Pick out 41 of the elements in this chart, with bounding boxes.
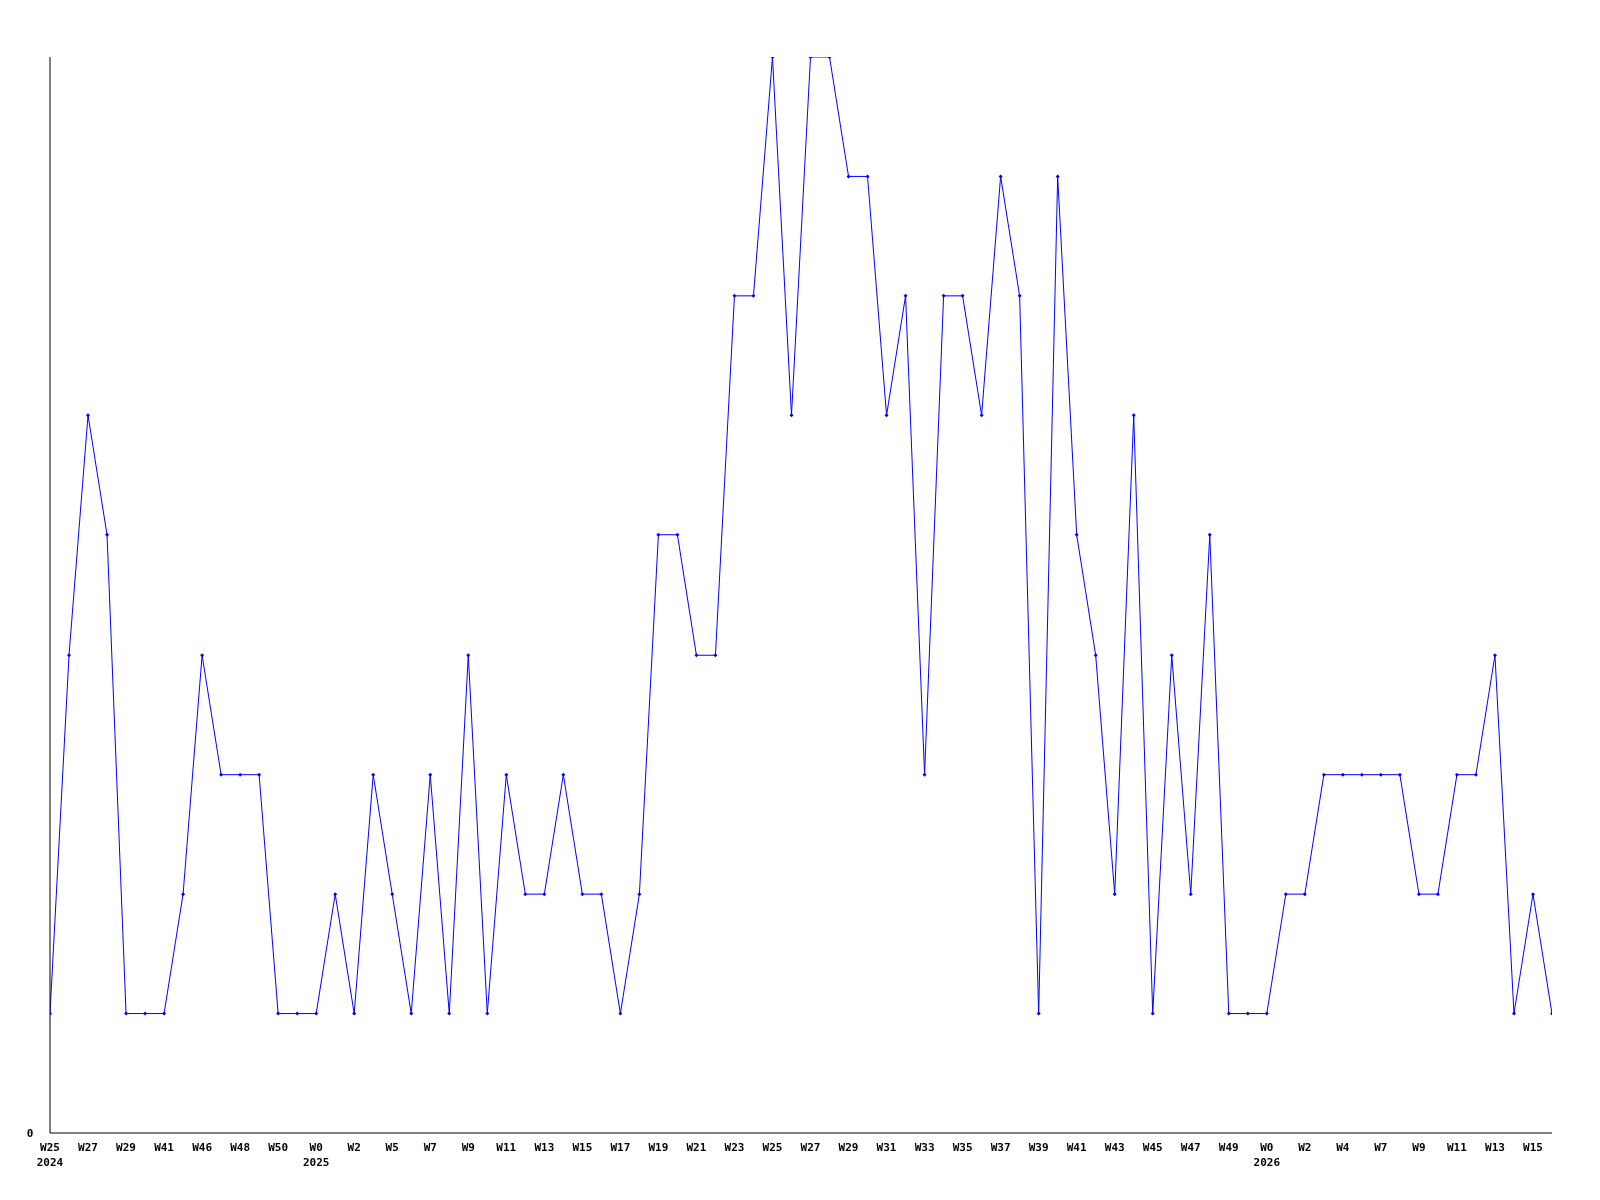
x-tick-label: W11 bbox=[1447, 1141, 1468, 1154]
x-tick-label: W45 bbox=[1142, 1141, 1163, 1154]
x-tick-label: W19 bbox=[648, 1141, 669, 1154]
x-tick-label: W4 bbox=[1336, 1141, 1350, 1154]
x-tick-label: W33 bbox=[914, 1141, 935, 1154]
x-tick-label: W21 bbox=[686, 1141, 707, 1154]
x-tick-label: W41 bbox=[1066, 1141, 1087, 1154]
x-tick-label: W13 bbox=[534, 1141, 555, 1154]
x-tick-label: W11 bbox=[496, 1141, 517, 1154]
x-tick-label: W17 bbox=[610, 1141, 631, 1154]
x-tick-label: W15 bbox=[572, 1141, 593, 1154]
x-tick-label: W41 bbox=[154, 1141, 175, 1154]
x-tick-label: W48 bbox=[230, 1141, 251, 1154]
x-tick-label: W27 bbox=[78, 1141, 98, 1154]
x-tick-label: W27 bbox=[800, 1141, 821, 1154]
x-tick-label: W9 bbox=[461, 1141, 475, 1154]
text: 0 bbox=[26, 1127, 34, 1140]
x-tick-label: W0 2025 bbox=[302, 1141, 330, 1169]
x-tick-label: W35 bbox=[952, 1141, 973, 1154]
x-tick-label: W39 bbox=[1028, 1141, 1049, 1154]
x-tick-label: W2 bbox=[347, 1141, 361, 1154]
x-tick-label: W25 bbox=[762, 1141, 783, 1154]
x-tick-label: W25 2024 bbox=[36, 1141, 64, 1169]
x-tick-label: W47 bbox=[1180, 1141, 1201, 1154]
x-tick-label: W31 bbox=[876, 1141, 897, 1154]
x-tick-label: W9 bbox=[1412, 1141, 1426, 1154]
x-tick-label: W23 bbox=[724, 1141, 745, 1154]
x-tick-label: W7 bbox=[1374, 1141, 1388, 1154]
x-tick-label: W5 bbox=[385, 1141, 399, 1154]
x-tick-label: W29 bbox=[116, 1141, 136, 1154]
x-tick-label: W0 2026 bbox=[1253, 1141, 1281, 1169]
x-tick-label: W2 bbox=[1298, 1141, 1312, 1154]
x-tick-label: W37 bbox=[990, 1141, 1011, 1154]
x-tick-label: W43 bbox=[1104, 1141, 1125, 1154]
x-tick-label: W29 bbox=[838, 1141, 859, 1154]
x-tick-label: W13 bbox=[1485, 1141, 1505, 1154]
x-tick-label: W15 bbox=[1523, 1141, 1543, 1154]
x-tick-label: W50 bbox=[268, 1141, 289, 1154]
x-tick-label: W49 bbox=[1218, 1141, 1239, 1154]
x-tick-label: W46 bbox=[192, 1141, 213, 1154]
x-tick-label: W7 bbox=[423, 1141, 437, 1154]
